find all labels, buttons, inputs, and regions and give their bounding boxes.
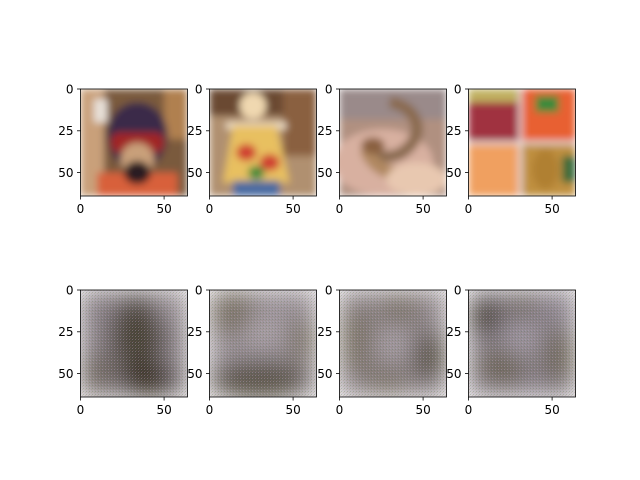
y-tick-label: 25	[187, 124, 202, 138]
axes-frame	[468, 289, 576, 398]
y-tick-label: 0	[454, 283, 462, 297]
image-panel-r0-c3: 0 50 0 25 50	[446, 82, 576, 216]
y-tick-label: 25	[446, 325, 461, 339]
image-panel-r0-c0: 0 50 0 25 50	[58, 82, 188, 216]
x-tick-label: 0	[465, 202, 473, 216]
x-tick-label: 0	[336, 403, 344, 417]
x-tick-label: 0	[336, 202, 344, 216]
y-tick-label: 50	[58, 166, 73, 180]
x-tick-label: 50	[544, 403, 559, 417]
axes-frame	[468, 88, 576, 197]
x-tick-label: 0	[206, 403, 214, 417]
image-panel-r1-c1: 0 50 0 25 50	[187, 283, 317, 417]
y-tick-label: 0	[454, 82, 462, 96]
image-content	[339, 89, 447, 196]
y-tick-label: 50	[317, 367, 332, 381]
image-content	[468, 290, 576, 397]
x-tick-label: 50	[285, 202, 300, 216]
x-tick-label: 50	[156, 202, 171, 216]
image-panel-r1-c3: 0 50 0 25 50	[446, 283, 576, 417]
image-content	[209, 290, 317, 397]
y-tick-label: 50	[446, 166, 461, 180]
y-tick-label: 25	[446, 124, 461, 138]
axes-frame	[339, 88, 447, 197]
y-tick-label: 50	[446, 367, 461, 381]
image-content	[209, 89, 317, 196]
x-tick-label: 0	[77, 403, 85, 417]
y-tick-label: 25	[58, 124, 73, 138]
y-tick-label: 50	[187, 367, 202, 381]
y-tick-label: 0	[66, 283, 74, 297]
y-tick-label: 0	[325, 283, 333, 297]
y-tick-label: 0	[66, 82, 74, 96]
axes-frame	[209, 289, 317, 398]
x-tick-label: 50	[415, 403, 430, 417]
x-tick-label: 50	[156, 403, 171, 417]
x-tick-label: 50	[415, 202, 430, 216]
image-panel-r1-c0: 0 50 0 25 50	[58, 283, 188, 417]
y-tick-label: 50	[317, 166, 332, 180]
y-tick-label: 50	[187, 166, 202, 180]
y-tick-label: 0	[195, 283, 203, 297]
x-tick-label: 0	[77, 202, 85, 216]
axes-frame	[80, 289, 188, 398]
y-tick-label: 0	[325, 82, 333, 96]
x-tick-label: 50	[285, 403, 300, 417]
axes-frame	[209, 88, 317, 197]
image-content	[468, 89, 576, 196]
y-tick-label: 25	[187, 325, 202, 339]
y-tick-label: 0	[195, 82, 203, 96]
y-tick-label: 50	[58, 367, 73, 381]
y-tick-label: 25	[317, 124, 332, 138]
y-tick-label: 25	[58, 325, 73, 339]
image-panel-r0-c1: 0 50 0 25 50	[187, 82, 317, 216]
image-panel-r1-c2: 0 50 0 25 50	[317, 283, 447, 417]
axes-frame	[80, 88, 188, 197]
y-tick-label: 25	[317, 325, 332, 339]
x-tick-label: 0	[465, 403, 473, 417]
image-content	[80, 290, 188, 397]
x-tick-label: 50	[544, 202, 559, 216]
image-content	[339, 290, 447, 397]
image-content	[80, 89, 188, 196]
x-tick-label: 0	[206, 202, 214, 216]
axes-frame	[339, 289, 447, 398]
image-panel-r0-c2: 0 50 0 25 50	[317, 82, 447, 216]
